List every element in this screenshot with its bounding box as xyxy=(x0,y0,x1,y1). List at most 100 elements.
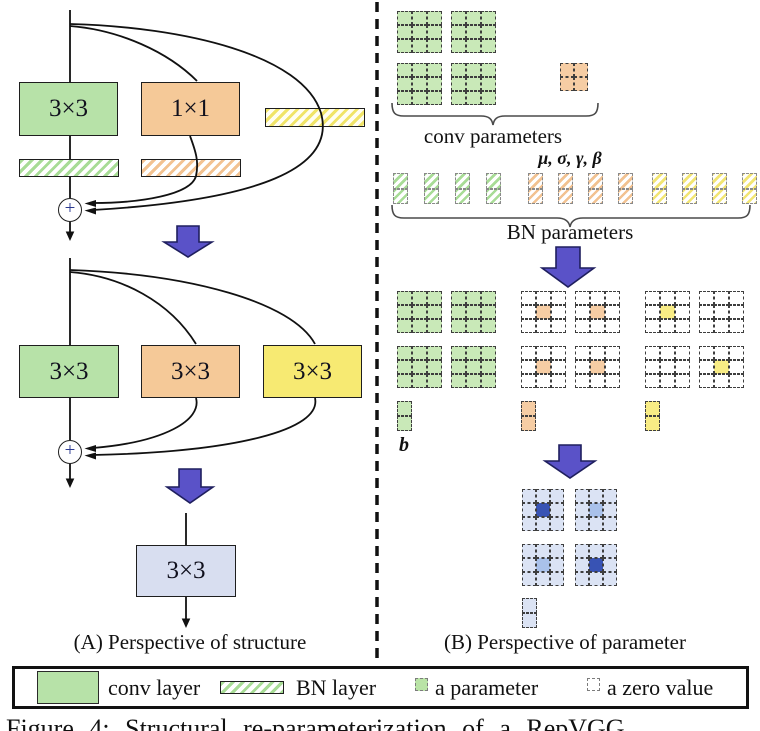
kernel-cell xyxy=(397,346,412,360)
kernel-cell xyxy=(481,291,496,305)
kernel-cell xyxy=(742,173,757,189)
legend-bn-label: BN layer xyxy=(296,675,377,700)
kernel-cell xyxy=(575,503,589,517)
kernel-cell xyxy=(603,572,617,586)
kernel-cell xyxy=(699,319,714,333)
kernel-cell xyxy=(575,489,589,503)
kernel-cell xyxy=(675,305,690,319)
kernel-grid xyxy=(645,346,690,388)
kernel-cell xyxy=(427,25,442,39)
kernel-cell xyxy=(729,291,744,305)
kernel-cell xyxy=(560,63,574,77)
kernel-cell xyxy=(393,173,408,189)
kernel-cell xyxy=(660,374,675,388)
kernel-cell xyxy=(451,374,466,388)
kernel-cell xyxy=(481,39,496,53)
kernel-cell xyxy=(481,77,496,91)
kernel-cell xyxy=(699,346,714,360)
kernel-cell xyxy=(603,544,617,558)
kernel-cell xyxy=(466,360,481,374)
kernel-grid xyxy=(575,346,620,388)
kernel-cell xyxy=(427,63,442,77)
kernel-cell xyxy=(536,319,551,333)
kernel-cell xyxy=(412,77,427,91)
bn-param-strip xyxy=(455,173,470,204)
kernel-cell xyxy=(603,558,617,572)
kernel-cell xyxy=(575,346,590,360)
conv3x3-label: 3×3 xyxy=(170,357,211,385)
kernel-cell xyxy=(550,517,564,531)
kernel-cell xyxy=(481,11,496,25)
kernel-cell xyxy=(412,63,427,77)
kernel-cell xyxy=(575,374,590,388)
kernel-cell xyxy=(393,188,408,204)
kernel-cell xyxy=(412,39,427,53)
kernel-cell xyxy=(575,572,589,586)
kernel-cell xyxy=(536,489,550,503)
kernel-cell xyxy=(618,173,633,189)
kernel-cell xyxy=(550,544,564,558)
legend-conv-swatch xyxy=(37,671,99,704)
kernel-cell xyxy=(451,25,466,39)
kernel-cell xyxy=(742,188,757,204)
add-node-block1: + xyxy=(58,198,82,222)
conv3x3-label: 3×3 xyxy=(166,557,206,584)
kernel-cell xyxy=(699,374,714,388)
kernel-cell xyxy=(605,374,620,388)
bias-strip xyxy=(522,598,537,628)
kernel-grid xyxy=(645,291,690,333)
kernel-cell xyxy=(551,291,566,305)
kernel-cell xyxy=(451,11,466,25)
kernel-cell xyxy=(605,346,620,360)
kernel-cell xyxy=(575,305,590,319)
kernel-cell xyxy=(729,360,744,374)
bn-param-strip xyxy=(424,173,439,204)
conv1x1-block1: 1×1 xyxy=(141,82,240,136)
kernel-cell xyxy=(645,319,660,333)
kernel-cell xyxy=(589,503,603,517)
kernel-cell xyxy=(451,63,466,77)
kernel-cell xyxy=(466,25,481,39)
legend-parameter-label: a parameter xyxy=(435,675,539,700)
bn-bar-orange xyxy=(141,159,241,177)
kernel-cell xyxy=(560,77,574,91)
kernel-cell xyxy=(729,374,744,388)
bias-strip xyxy=(645,401,660,431)
kernel-cell xyxy=(714,360,729,374)
kernel-cell xyxy=(451,346,466,360)
transform-arrow-4 xyxy=(542,444,598,479)
kernel-cell xyxy=(551,374,566,388)
panel-b-caption: (B) Perspective of parameter xyxy=(444,630,686,654)
kernel-cell xyxy=(427,360,442,374)
kernel-cell xyxy=(466,291,481,305)
kernel-cell xyxy=(590,319,605,333)
kernel-cell xyxy=(481,305,496,319)
kernel-cell xyxy=(466,305,481,319)
kernel-cell xyxy=(714,291,729,305)
kernel-grid xyxy=(699,291,744,333)
kernel-cell xyxy=(451,360,466,374)
kernel-grid xyxy=(397,291,442,333)
kernel-cell xyxy=(451,291,466,305)
kernel-cell xyxy=(589,572,603,586)
kernel-cell xyxy=(451,305,466,319)
kernel-cell xyxy=(682,173,697,189)
kernel-cell xyxy=(412,346,427,360)
kernel-cell xyxy=(536,346,551,360)
kernel-cell xyxy=(675,360,690,374)
transform-arrow-3 xyxy=(164,468,216,504)
conv-params-brace xyxy=(391,102,599,126)
kernel-cell xyxy=(481,360,496,374)
kernel-cell xyxy=(397,77,412,91)
kernel-cell xyxy=(397,63,412,77)
kernel-cell xyxy=(397,401,412,416)
kernel-cell xyxy=(558,173,573,189)
kernel-cell xyxy=(486,188,501,204)
kernel-cell xyxy=(397,25,412,39)
legend-zero-label: a zero value xyxy=(607,675,714,700)
kernel-cell xyxy=(455,188,470,204)
kernel-cell xyxy=(481,25,496,39)
kernel-cell xyxy=(575,517,589,531)
kernel-cell xyxy=(550,572,564,586)
kernel-cell xyxy=(675,291,690,305)
